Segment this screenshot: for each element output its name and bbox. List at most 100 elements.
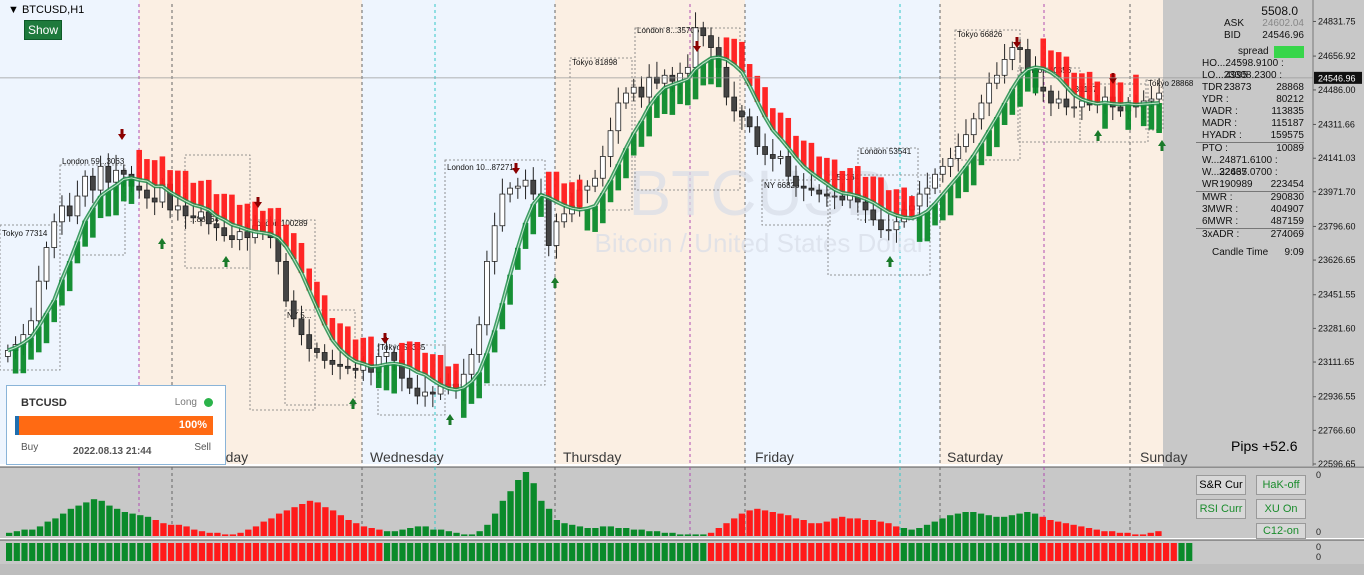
histogram-bar (137, 515, 144, 536)
c12-on-button[interactable]: C12-on (1256, 523, 1306, 539)
histogram-bar (1070, 524, 1077, 536)
candle-body (476, 324, 483, 355)
candle-body (963, 134, 969, 147)
buy-arrow-icon (222, 256, 230, 267)
signal-strip-bar (954, 543, 961, 561)
candle (314, 342, 320, 359)
candle (878, 206, 884, 239)
trend-bar (530, 204, 537, 235)
candle (754, 116, 761, 155)
histogram-bar (353, 523, 360, 536)
candle (306, 319, 313, 362)
histogram-bar (715, 528, 722, 536)
price-tick-label: 24486.00 (1318, 85, 1356, 95)
trend-bar (1079, 73, 1085, 100)
trend-bar (383, 364, 390, 391)
trend-bar (43, 313, 50, 344)
candle-body (561, 213, 568, 223)
stat-value: 24871.6100 : 32465 (1219, 155, 1278, 178)
arrow-shape (1109, 73, 1117, 84)
show-button[interactable]: Show (24, 20, 62, 40)
signal-strip-bar (1047, 543, 1054, 561)
trend-bar (754, 75, 761, 102)
histogram-bar (723, 523, 730, 536)
trend-bar (607, 180, 614, 203)
histogram-bar (368, 528, 375, 536)
stat-row: 3xADR : 274069 (1196, 228, 1304, 241)
signal-strip-bar (445, 543, 452, 561)
dropdown-triangle-icon[interactable]: ▼ (8, 4, 19, 16)
session-label: Tokyo 81898 (572, 58, 618, 67)
buy-arrow-icon (446, 414, 454, 425)
trend-bar (847, 168, 853, 195)
candle-body (213, 223, 220, 229)
histogram-bar (854, 518, 861, 536)
quote-row: ASK 24602.04 (1196, 18, 1304, 30)
trend-bar (1086, 71, 1093, 102)
signal-strip-bar (1116, 543, 1123, 561)
stat-value: 113835 (1271, 106, 1304, 117)
xu-on-button[interactable]: XU On (1256, 499, 1306, 519)
sell-arrow-icon (254, 197, 262, 208)
rsi-curr-button[interactable]: RSI Curr (1196, 499, 1246, 519)
trend-bar (82, 220, 88, 247)
candle-body (144, 189, 150, 199)
quote-label: ASK (1224, 18, 1245, 29)
session-band-5 (940, 0, 1163, 464)
price-tick-label: 24831.75 (1318, 16, 1356, 26)
session-label: London 59...3063 (62, 157, 125, 166)
signal-strip-bar (1016, 543, 1023, 561)
quote-value: 24602.04 (1262, 18, 1304, 29)
quote-label: BID (1224, 30, 1241, 41)
signal-strip-bar (275, 543, 283, 561)
sr-cur-button[interactable]: S&R Cur (1196, 475, 1246, 495)
signal-strip-bar (1055, 543, 1062, 561)
histogram-bar (67, 508, 75, 536)
moving-average-core (7, 56, 1160, 391)
sentiment-widget[interactable]: BTCUSD Long 100% Buy 2022.08.13 21:44 Se… (6, 385, 226, 465)
candle (337, 351, 343, 380)
histogram-bar (569, 524, 576, 536)
signal-strip-bar (306, 543, 313, 561)
candle-body (793, 175, 799, 187)
histogram-bar (198, 531, 206, 536)
stat-row: W... 22637.0700 : 190989 (1196, 167, 1304, 190)
candle (762, 133, 768, 166)
trend-bar (522, 222, 529, 249)
candle-body (708, 35, 714, 48)
signal-strip-bar (1101, 543, 1108, 561)
signal-strip-bar (484, 543, 491, 561)
trend-bar (275, 207, 282, 238)
trend-bar (252, 201, 258, 232)
signal-strip-bar (422, 543, 429, 561)
sentiment-bar: 100% (15, 416, 213, 435)
session-band-4 (745, 0, 940, 464)
histogram-bar (731, 518, 738, 536)
histogram-bar (993, 516, 1000, 536)
histogram-bar (970, 512, 977, 536)
trend-bar (661, 88, 668, 115)
candle (1040, 71, 1047, 102)
candle-body (800, 185, 807, 189)
trend-bar (35, 326, 42, 353)
signal-strip-bar (1024, 543, 1031, 561)
candle-body (321, 352, 328, 361)
hak-off-button[interactable]: HaK-off (1256, 475, 1306, 495)
trend-bar (1140, 104, 1147, 127)
candle-body (816, 189, 823, 195)
candle-body (824, 193, 830, 197)
signal-strip-bar (823, 543, 830, 561)
candle-body (885, 229, 892, 232)
histogram-bar (1024, 512, 1031, 536)
stat-label: WADR : (1202, 106, 1238, 117)
trend-bar (1133, 74, 1139, 105)
histogram-bar (1016, 513, 1023, 536)
trend-bar (1063, 56, 1070, 87)
signal-strip-bar (1186, 543, 1193, 561)
candle-body (777, 156, 784, 159)
signal-strip-bar (214, 543, 221, 561)
signal-strip-bar (252, 543, 259, 561)
signal-strip-bar (599, 543, 607, 561)
status-strip (0, 564, 1364, 575)
